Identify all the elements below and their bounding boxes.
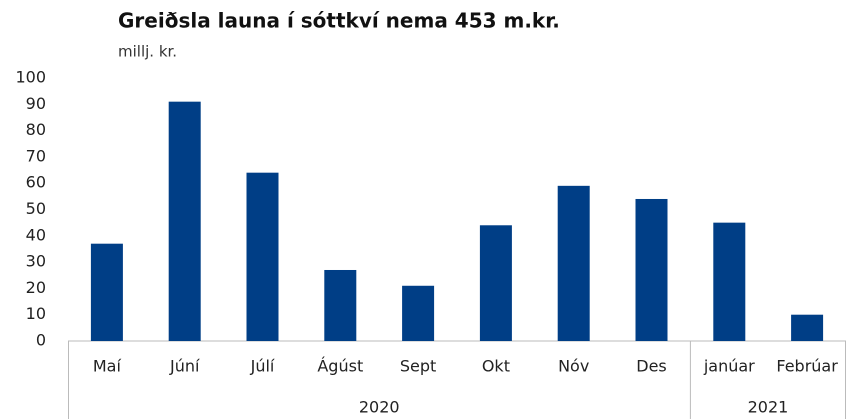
x-tick-label: Nóv — [558, 357, 589, 376]
x-tick-label: Júní — [169, 357, 200, 376]
y-tick-label: 80 — [26, 120, 46, 139]
bar — [90, 243, 123, 341]
y-tick-label: 0 — [36, 331, 46, 350]
y-tick-label: 60 — [26, 173, 46, 192]
x-tick-label: Maí — [93, 357, 122, 376]
bar — [713, 222, 746, 341]
bar — [402, 285, 435, 341]
x-tick-label: Okt — [482, 357, 510, 376]
bar — [168, 101, 201, 341]
x-tick-label: Des — [636, 357, 667, 376]
y-tick-label: 90 — [26, 94, 46, 113]
y-tick-label: 20 — [26, 278, 46, 297]
bar — [479, 225, 512, 341]
y-tick-label: 10 — [26, 304, 46, 323]
y-tick-label: 30 — [26, 252, 46, 271]
bar — [791, 314, 824, 341]
group-label: 2020 — [359, 398, 400, 417]
chart-subtitle: millj. kr. — [118, 43, 177, 61]
group-label: 2021 — [748, 398, 789, 417]
y-tick-label: 50 — [26, 199, 46, 218]
x-tick-label: Júlí — [250, 357, 275, 376]
bar — [246, 172, 279, 341]
x-tick-label: Ágúst — [317, 357, 363, 376]
bar — [557, 185, 590, 341]
x-tick-label: janúar — [703, 357, 755, 376]
chart-title: Greiðsla launa í sóttkví nema 453 m.kr. — [118, 9, 560, 33]
x-tick-label: Febrúar — [776, 357, 838, 376]
y-tick-label: 40 — [26, 225, 46, 244]
x-tick-label: Sept — [400, 357, 436, 376]
y-tick-label: 70 — [26, 146, 46, 165]
y-tick-label: 100 — [15, 68, 46, 87]
bar — [324, 269, 357, 341]
bar — [635, 198, 668, 341]
